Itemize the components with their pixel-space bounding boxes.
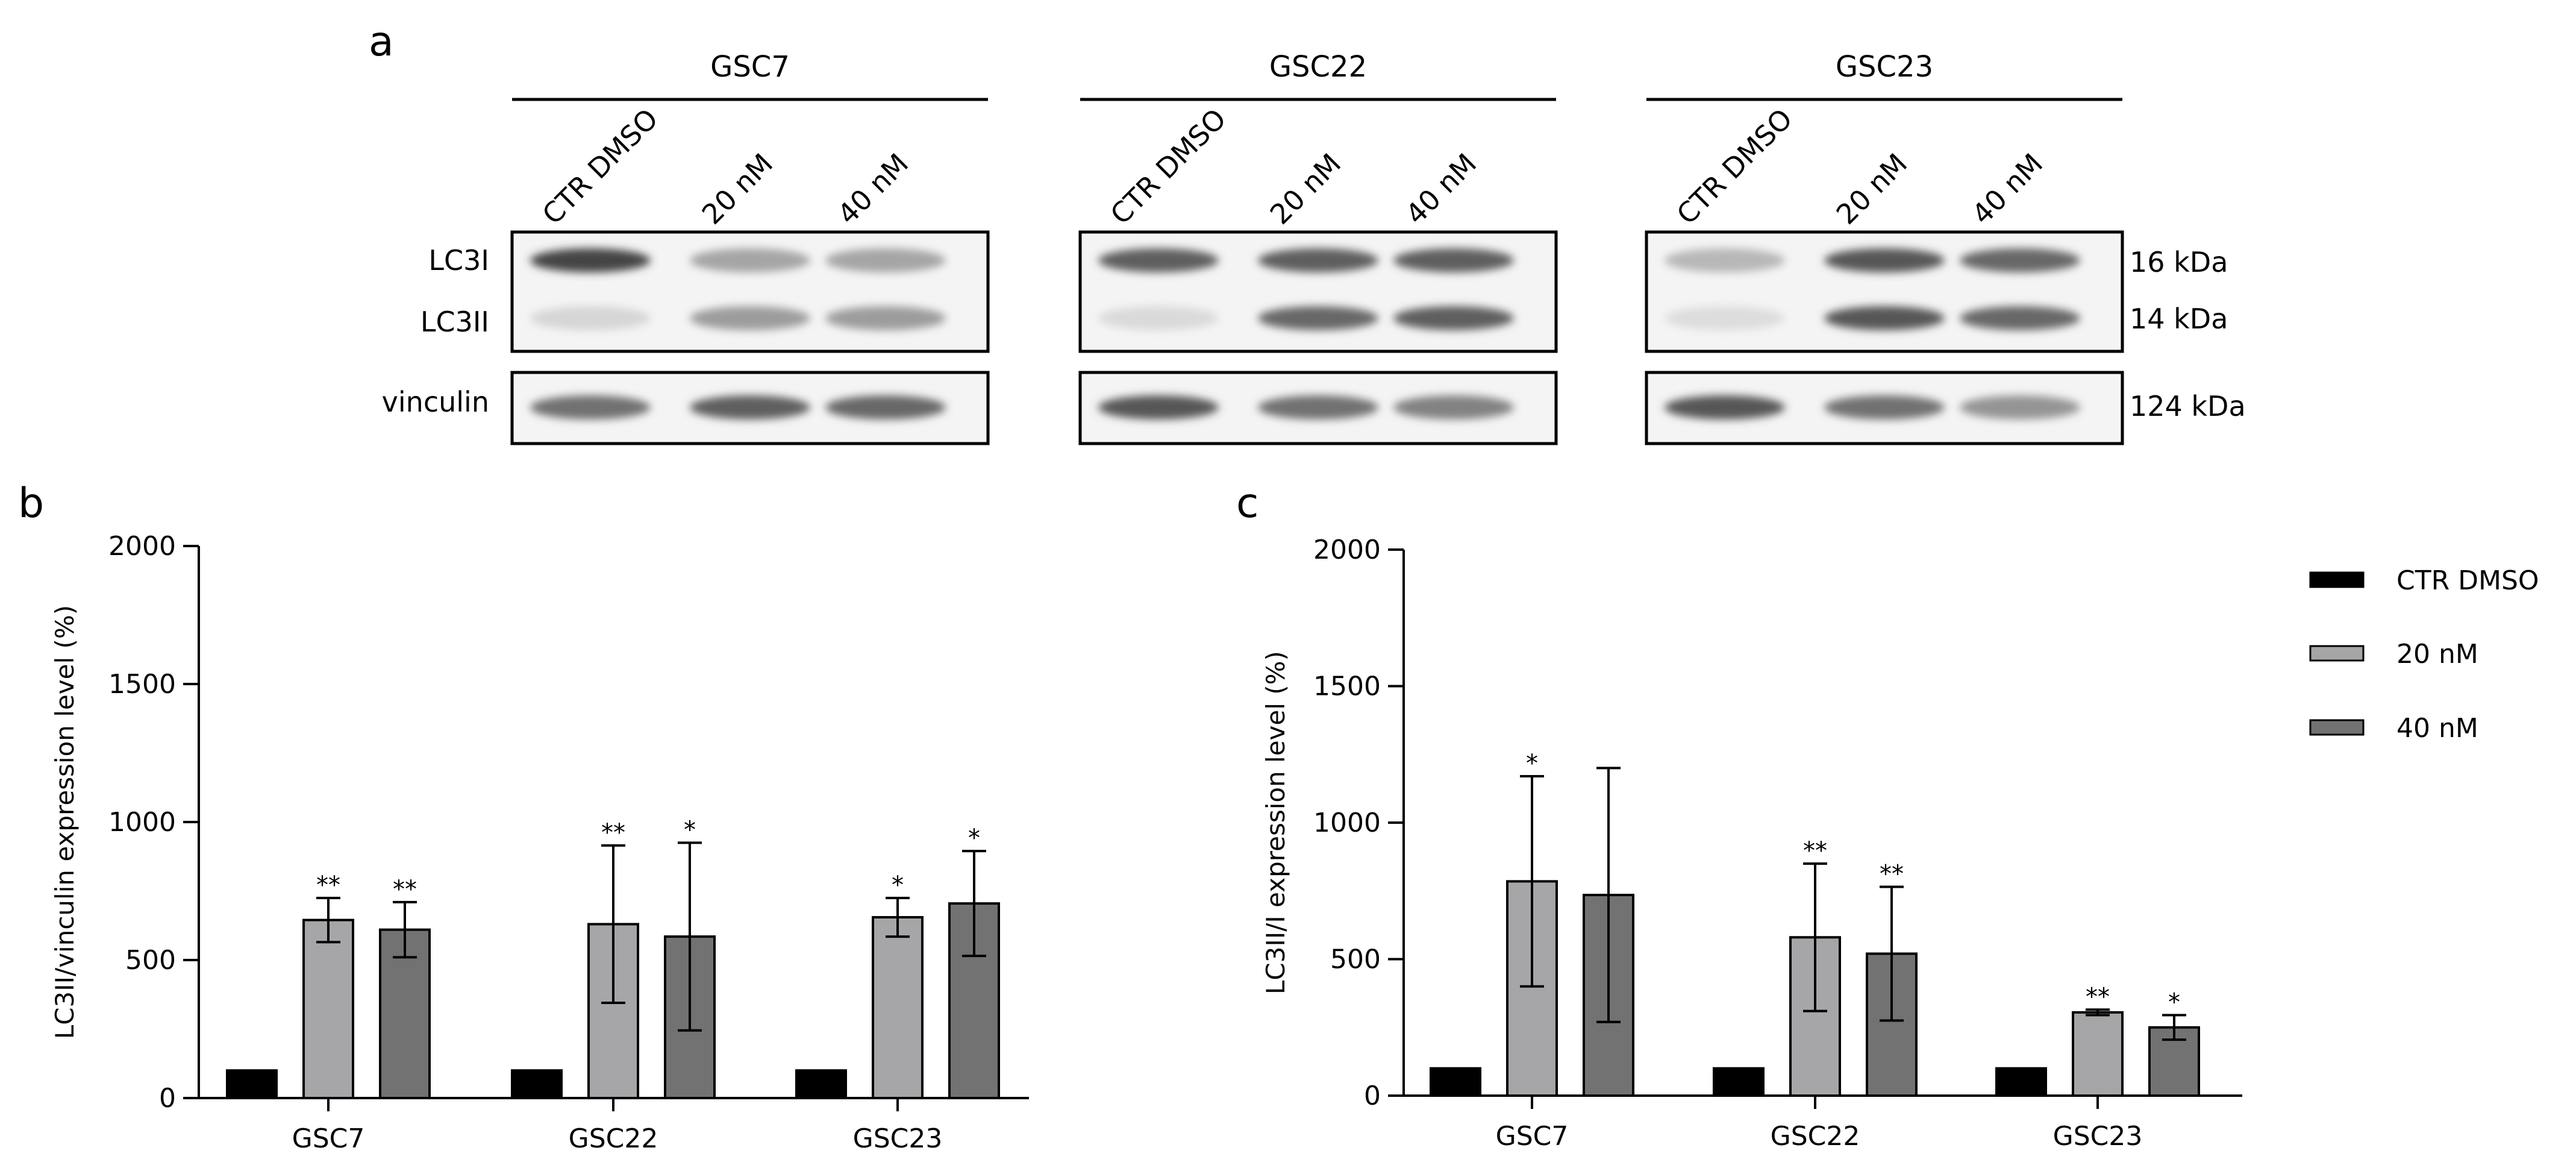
- cell-line-label: GSC23: [1836, 50, 1933, 84]
- lc3ii-band: [1098, 306, 1219, 330]
- y-tick-label: 1000: [108, 807, 176, 838]
- lc3ii-band: [690, 306, 810, 330]
- bar: [226, 1069, 278, 1099]
- lc3i-band: [1665, 248, 1785, 272]
- lc3ii-band: [825, 306, 946, 330]
- y-tick-label: 2000: [1313, 535, 1381, 565]
- lane-label: 40 nM: [831, 147, 915, 231]
- lane-label: 20 nM: [696, 147, 780, 231]
- x-tick-label: GSC22: [1771, 1121, 1860, 1152]
- x-tick-label: GSC7: [292, 1123, 365, 1154]
- significance-marker: *: [1526, 750, 1538, 777]
- x-tick-label: GSC23: [853, 1123, 943, 1154]
- legend: CTR DMSO 20 nM 40 nM: [2309, 565, 2539, 744]
- y-tick-label: 0: [159, 1083, 176, 1114]
- cell-line-label: GSC22: [1269, 50, 1367, 84]
- y-tick-label: 500: [125, 945, 176, 976]
- legend-swatch-ctr-dmso: [2309, 571, 2365, 588]
- significance-marker: *: [684, 816, 696, 844]
- bar: [511, 1069, 563, 1099]
- cell-line-label: GSC7: [710, 50, 790, 84]
- y-tick-label: 1000: [1313, 808, 1381, 838]
- y-tick-label: 1500: [1313, 671, 1381, 702]
- vinculin-band: [530, 395, 651, 419]
- lc3ii-band: [1393, 306, 1514, 330]
- vinculin-band: [1824, 395, 1945, 419]
- lc3ii-band: [1665, 306, 1785, 330]
- lc3i-band: [1824, 248, 1945, 272]
- panel-label-b: b: [18, 480, 44, 527]
- lane-label: 20 nM: [1264, 147, 1348, 231]
- lc3i-band: [530, 248, 651, 272]
- significance-marker: **: [2086, 983, 2110, 1011]
- y-axis-label: LC3II/I expression level (%): [1261, 651, 1290, 994]
- lc3i-band: [1258, 248, 1378, 272]
- vinculin-band: [690, 395, 810, 419]
- lc3i-band: [690, 248, 810, 272]
- vinculin-band: [1098, 395, 1219, 419]
- lane-label: CTR DMSO: [1104, 102, 1233, 231]
- lc3i-band: [1960, 248, 2080, 272]
- kda-label-16: 16 kDa: [2130, 246, 2228, 278]
- bar: [872, 916, 924, 1099]
- legend-label-ctr-dmso: CTR DMSO: [2396, 565, 2539, 596]
- kda-label-124: 124 kDa: [2130, 390, 2246, 422]
- lane-label: CTR DMSO: [1671, 102, 1799, 231]
- bar: [1713, 1067, 1765, 1097]
- vinculin-band: [825, 395, 946, 419]
- legend-swatch-20nm: [2309, 645, 2365, 662]
- bar: [2072, 1011, 2124, 1097]
- y-axis-label: LC3II/vinculin expression level (%): [50, 605, 80, 1039]
- significance-marker: *: [968, 824, 980, 852]
- y-tick-label: 1500: [108, 669, 176, 700]
- significance-marker: **: [1803, 837, 1827, 865]
- bar: [1430, 1067, 1481, 1097]
- bar: [795, 1069, 847, 1099]
- significance-marker: **: [601, 819, 625, 847]
- protein-label-lc3i: LC3I: [428, 244, 489, 277]
- bar: [302, 918, 354, 1099]
- significance-marker: **: [393, 876, 417, 903]
- y-tick-label: 2000: [108, 531, 176, 562]
- y-tick-label: 500: [1330, 944, 1381, 975]
- legend-swatch-40nm: [2309, 719, 2365, 736]
- chart-c: 0 500 1000 1500 2000 LC3II/I expression level…: [1261, 535, 2242, 1152]
- panel-label-c: c: [1236, 480, 1258, 527]
- y-tick-label: 0: [1364, 1081, 1381, 1111]
- panel-label-a: a: [369, 18, 394, 66]
- lc3ii-band: [1960, 306, 2080, 330]
- vinculin-band: [1258, 395, 1378, 419]
- legend-label-40nm: 40 nM: [2396, 713, 2478, 744]
- vinculin-band: [1393, 395, 1514, 419]
- protein-label-lc3ii: LC3II: [420, 306, 489, 338]
- significance-marker: *: [892, 871, 904, 899]
- lc3i-band: [1393, 248, 1514, 272]
- protein-label-vinculin: vinculin: [382, 386, 489, 418]
- vinculin-band: [1665, 395, 1785, 419]
- significance-marker: **: [1880, 860, 1904, 888]
- vinculin-band: [1960, 395, 2080, 419]
- legend-label-20nm: 20 nM: [2396, 639, 2478, 670]
- western-blot: LC3I LC3II vinculin 16 kDa 14 kDa 124 kD…: [382, 50, 2246, 445]
- lane-label: CTR DMSO: [536, 102, 664, 231]
- bar: [1995, 1067, 2047, 1097]
- kda-label-14: 14 kDa: [2130, 303, 2228, 335]
- x-tick-label: GSC7: [1496, 1121, 1569, 1152]
- lane-label: 40 nM: [1399, 147, 1483, 231]
- lc3i-band: [825, 248, 946, 272]
- lane-label: 20 nM: [1830, 147, 1914, 231]
- lane-label: 40 nM: [1966, 147, 2049, 231]
- significance-marker: **: [316, 871, 340, 899]
- lc3ii-band: [1824, 306, 1945, 330]
- lc3i-band: [1098, 248, 1219, 272]
- lc3ii-band: [1258, 306, 1378, 330]
- chart-b: 0 500 1000 1500 2000 LC3II/vinculin expressio…: [50, 531, 1029, 1154]
- significance-marker: *: [2168, 988, 2180, 1016]
- lc3ii-band: [530, 306, 651, 330]
- x-tick-label: GSC22: [569, 1123, 658, 1154]
- x-tick-label: GSC23: [2053, 1121, 2143, 1152]
